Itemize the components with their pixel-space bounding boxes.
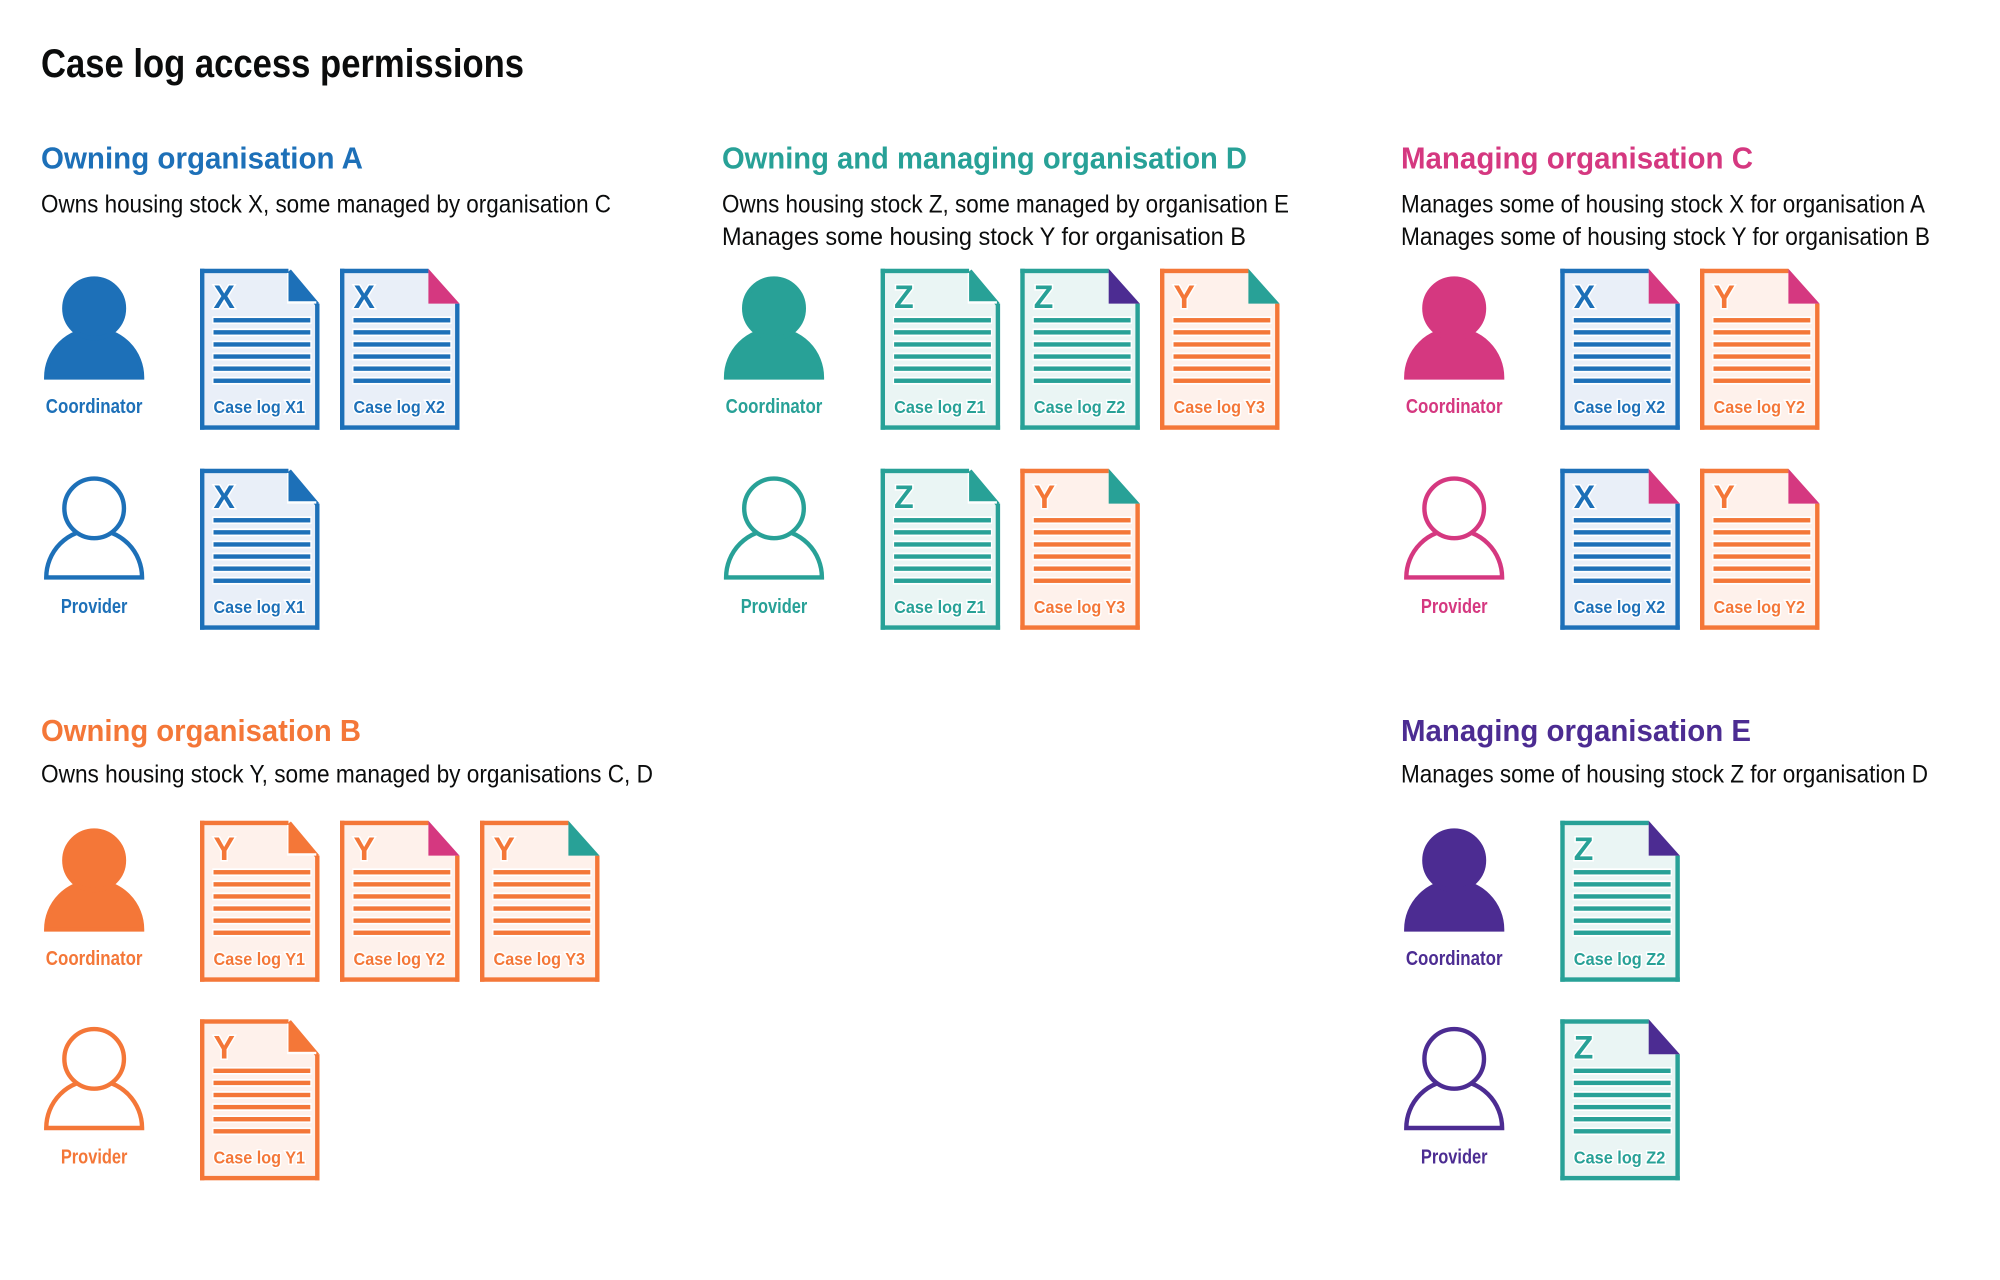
svg-text:X: X: [1574, 479, 1596, 515]
svg-text:Y: Y: [214, 831, 235, 867]
svg-text:Z: Z: [894, 279, 914, 315]
svg-text:Owns housing stock X, some man: Owns housing stock X, some managed by or…: [41, 190, 611, 218]
svg-text:Y: Y: [1174, 279, 1195, 315]
svg-text:Provider: Provider: [1421, 1145, 1488, 1168]
svg-text:Y: Y: [1714, 479, 1735, 515]
svg-text:Y: Y: [494, 831, 515, 867]
svg-text:Z: Z: [1574, 1030, 1594, 1066]
svg-text:Case log Y2: Case log Y2: [1714, 597, 1806, 617]
svg-text:Z: Z: [1574, 831, 1594, 867]
svg-text:Case log Y1: Case log Y1: [214, 949, 306, 969]
svg-text:Provider: Provider: [61, 1145, 128, 1168]
svg-text:X: X: [354, 279, 376, 315]
svg-text:Case log Z1: Case log Z1: [894, 597, 986, 617]
svg-text:Provider: Provider: [1421, 595, 1488, 618]
svg-text:Z: Z: [1034, 279, 1054, 315]
svg-text:Provider: Provider: [741, 595, 808, 618]
svg-text:Case log X2: Case log X2: [354, 397, 446, 417]
svg-text:Case log Y3: Case log Y3: [1174, 397, 1266, 417]
svg-text:Y: Y: [354, 831, 375, 867]
svg-text:Case log X1: Case log X1: [214, 397, 306, 417]
svg-text:Case log Z2: Case log Z2: [1574, 949, 1666, 969]
svg-text:Case log Z2: Case log Z2: [1034, 397, 1126, 417]
svg-text:Y: Y: [1714, 479, 1735, 515]
svg-text:Owns housing stock Z, some man: Owns housing stock Z, some managed by or…: [722, 190, 1289, 218]
svg-text:Owning organisation B: Owning organisation B: [41, 713, 361, 748]
svg-text:Y: Y: [214, 831, 235, 867]
svg-text:Y: Y: [354, 831, 375, 867]
svg-text:X: X: [214, 479, 236, 515]
svg-text:Z: Z: [1574, 831, 1594, 867]
svg-text:Case log Y2: Case log Y2: [1714, 397, 1806, 417]
svg-text:Y: Y: [1174, 279, 1195, 315]
svg-text:Manages some housing stock Y f: Manages some housing stock Y for organis…: [722, 223, 1246, 251]
svg-text:Case log X1: Case log X1: [214, 397, 306, 417]
svg-text:Case log access permissions: Case log access permissions: [41, 42, 524, 86]
svg-text:Z: Z: [1034, 279, 1054, 315]
svg-text:Case log Y1: Case log Y1: [214, 949, 306, 969]
svg-text:Case log Y1: Case log Y1: [214, 1147, 306, 1167]
svg-text:X: X: [214, 279, 236, 315]
svg-text:Coordinator: Coordinator: [726, 395, 823, 418]
svg-text:Manages some of housing stock: Manages some of housing stock Z for orga…: [1401, 761, 1928, 789]
svg-text:Z: Z: [894, 479, 914, 515]
svg-text:Provider: Provider: [61, 595, 128, 618]
svg-text:Case log Z2: Case log Z2: [1574, 1147, 1666, 1167]
svg-text:Z: Z: [1574, 1030, 1594, 1066]
svg-text:Case log Y2: Case log Y2: [1714, 597, 1806, 617]
svg-text:Case log X2: Case log X2: [1574, 397, 1666, 417]
svg-text:Coordinator: Coordinator: [1406, 947, 1503, 970]
svg-text:Y: Y: [214, 1030, 235, 1066]
svg-text:Managing organisation E: Managing organisation E: [1401, 713, 1751, 748]
svg-text:Y: Y: [1714, 279, 1735, 315]
svg-text:Case log Z1: Case log Z1: [894, 397, 986, 417]
svg-text:Z: Z: [894, 479, 914, 515]
svg-text:Managing organisation C: Managing organisation C: [1401, 140, 1753, 175]
svg-text:X: X: [1574, 479, 1596, 515]
svg-text:X: X: [1574, 279, 1596, 315]
svg-text:Coordinator: Coordinator: [46, 395, 143, 418]
svg-text:Case log Z2: Case log Z2: [1034, 397, 1126, 417]
svg-text:Owns housing stock Y, some man: Owns housing stock Y, some managed by or…: [41, 761, 653, 789]
svg-text:Case log X2: Case log X2: [354, 397, 446, 417]
svg-text:Y: Y: [1714, 279, 1735, 315]
svg-text:Owning organisation A: Owning organisation A: [41, 140, 363, 175]
svg-text:X: X: [354, 279, 376, 315]
svg-text:Case log Y3: Case log Y3: [494, 949, 586, 969]
svg-text:Case log X2: Case log X2: [1574, 397, 1666, 417]
svg-text:Case log X1: Case log X1: [214, 597, 306, 617]
svg-text:Owning and managing organisati: Owning and managing organisation D: [722, 140, 1247, 175]
svg-text:Case log Z1: Case log Z1: [894, 597, 986, 617]
svg-text:Case log X1: Case log X1: [214, 597, 306, 617]
svg-text:Coordinator: Coordinator: [46, 947, 143, 970]
svg-text:Manages some of housing stock: Manages some of housing stock X for orga…: [1401, 190, 1925, 218]
svg-text:Case log Z2: Case log Z2: [1574, 1147, 1666, 1167]
svg-text:Case log Y3: Case log Y3: [1034, 597, 1126, 617]
svg-text:Y: Y: [494, 831, 515, 867]
svg-text:Case log Y2: Case log Y2: [1714, 397, 1806, 417]
svg-text:Case log Z1: Case log Z1: [894, 397, 986, 417]
svg-text:Y: Y: [1034, 479, 1055, 515]
svg-text:Y: Y: [214, 1030, 235, 1066]
svg-text:Case log Y3: Case log Y3: [1174, 397, 1266, 417]
svg-text:Y: Y: [1034, 479, 1055, 515]
svg-text:Coordinator: Coordinator: [1406, 395, 1503, 418]
svg-text:X: X: [214, 279, 236, 315]
svg-text:Z: Z: [894, 279, 914, 315]
svg-text:X: X: [214, 479, 236, 515]
svg-text:Case log Z2: Case log Z2: [1574, 949, 1666, 969]
svg-text:Case log X2: Case log X2: [1574, 597, 1666, 617]
svg-text:Case log Y2: Case log Y2: [354, 949, 446, 969]
svg-text:Case log Y3: Case log Y3: [1034, 597, 1126, 617]
svg-text:Case log Y3: Case log Y3: [494, 949, 586, 969]
svg-text:Case log Y1: Case log Y1: [214, 1147, 306, 1167]
svg-text:Case log Y2: Case log Y2: [354, 949, 446, 969]
svg-text:Manages some of housing stock: Manages some of housing stock Y for orga…: [1401, 223, 1930, 251]
svg-text:Case log X2: Case log X2: [1574, 597, 1666, 617]
svg-text:X: X: [1574, 279, 1596, 315]
